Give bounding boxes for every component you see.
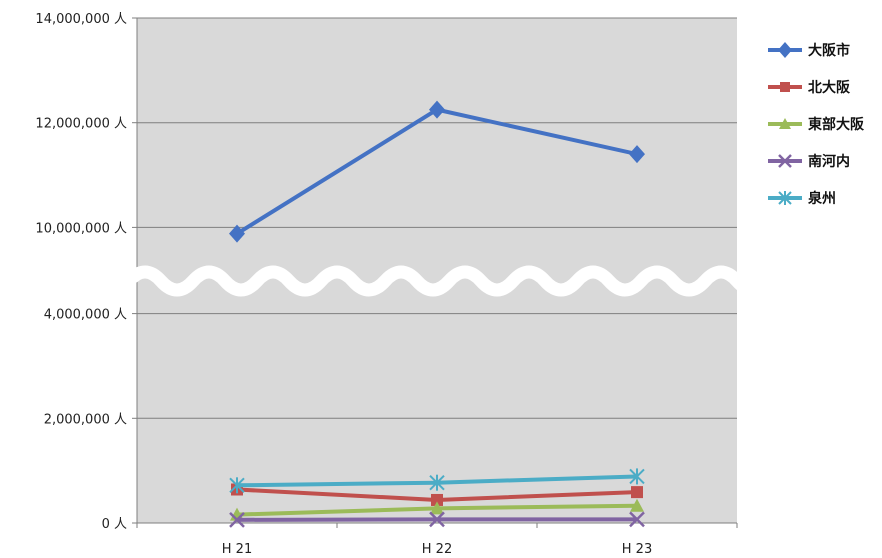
axis-break-wave [122, 265, 776, 297]
legend-marker [778, 154, 792, 168]
data-point [429, 474, 445, 491]
data-point [629, 145, 645, 164]
legend-item: 北大阪 [768, 79, 851, 96]
data-point [631, 486, 643, 499]
data-point [229, 224, 245, 243]
data-point [229, 511, 245, 528]
x-tick-label: H 23 [622, 542, 652, 557]
y-tick-label: 0 人 [102, 517, 127, 532]
data-point [429, 511, 445, 528]
legend-item: 泉州 [768, 190, 836, 207]
legend-marker [779, 118, 791, 129]
y-tick-label: 14,000,000 人 [35, 12, 127, 27]
legend-item: 大阪市 [768, 42, 850, 59]
x-tick-label: H 21 [222, 542, 252, 557]
legend-label: 南河内 [808, 153, 850, 170]
y-tick-label: 2,000,000 人 [44, 412, 127, 427]
y-tick-label: 4,000,000 人 [44, 308, 127, 323]
legend-marker [780, 82, 790, 92]
data-point [629, 468, 645, 485]
x-axis: H 21 H 22 H 23 [136, 522, 738, 557]
axis-break [122, 265, 776, 297]
series-group [229, 100, 645, 528]
data-point [229, 477, 245, 494]
legend-item: 東部大阪 [768, 116, 865, 133]
legend-label: 泉州 [808, 190, 836, 207]
legend-label: 北大阪 [808, 79, 851, 96]
series-line [229, 511, 645, 528]
data-point [430, 501, 444, 515]
data-point [431, 493, 443, 506]
legend-marker [778, 42, 792, 58]
legend-item: 南河内 [768, 153, 850, 170]
y-tick-label: 10,000,000 人 [35, 221, 127, 236]
legend-marker [778, 191, 792, 205]
data-point [429, 100, 445, 119]
x-tick-label: H 22 [422, 542, 452, 557]
y-tick-label: 12,000,000 人 [35, 117, 127, 132]
series-line [229, 100, 645, 243]
data-point [630, 498, 644, 512]
legend-label: 大阪市 [808, 42, 850, 59]
legend-label: 東部大阪 [808, 116, 865, 133]
data-point [629, 511, 645, 528]
y-axis: 0 人 2,000,000 人 4,000,000 人 10,000,000 人 12,… [35, 12, 138, 532]
series-line [229, 468, 645, 494]
